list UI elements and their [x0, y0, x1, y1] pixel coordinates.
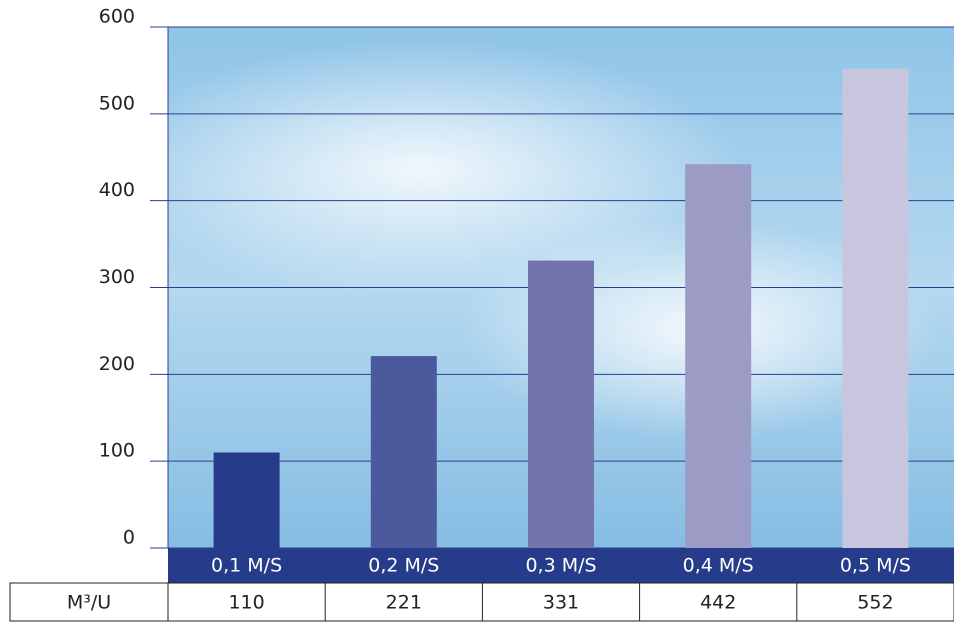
x-tick-label: 0,2 M/S [368, 555, 439, 577]
table-value: 552 [857, 592, 893, 614]
table-value: 221 [386, 592, 422, 614]
row-label: M³/U [67, 592, 111, 614]
category-strip [168, 548, 954, 583]
table-value: 331 [543, 592, 579, 614]
y-tick-label: 0 [123, 527, 135, 549]
bar [370, 356, 437, 548]
y-tick-label: 400 [99, 179, 135, 201]
x-tick-label: 0,1 M/S [211, 555, 282, 577]
bar [213, 452, 280, 548]
y-tick-label: 200 [99, 353, 135, 375]
y-tick-label: 100 [99, 440, 135, 462]
table-value: 442 [700, 592, 736, 614]
x-tick-label: 0,3 M/S [525, 555, 596, 577]
y-tick-label: 300 [99, 266, 135, 288]
table-value: 110 [228, 592, 264, 614]
y-tick-label: 600 [99, 6, 135, 28]
bar [685, 164, 752, 549]
x-tick-label: 0,5 M/S [840, 555, 911, 577]
x-tick-label: 0,4 M/S [683, 555, 754, 577]
bar [528, 260, 594, 548]
y-tick-label: 500 [99, 92, 135, 114]
bar [842, 68, 909, 549]
